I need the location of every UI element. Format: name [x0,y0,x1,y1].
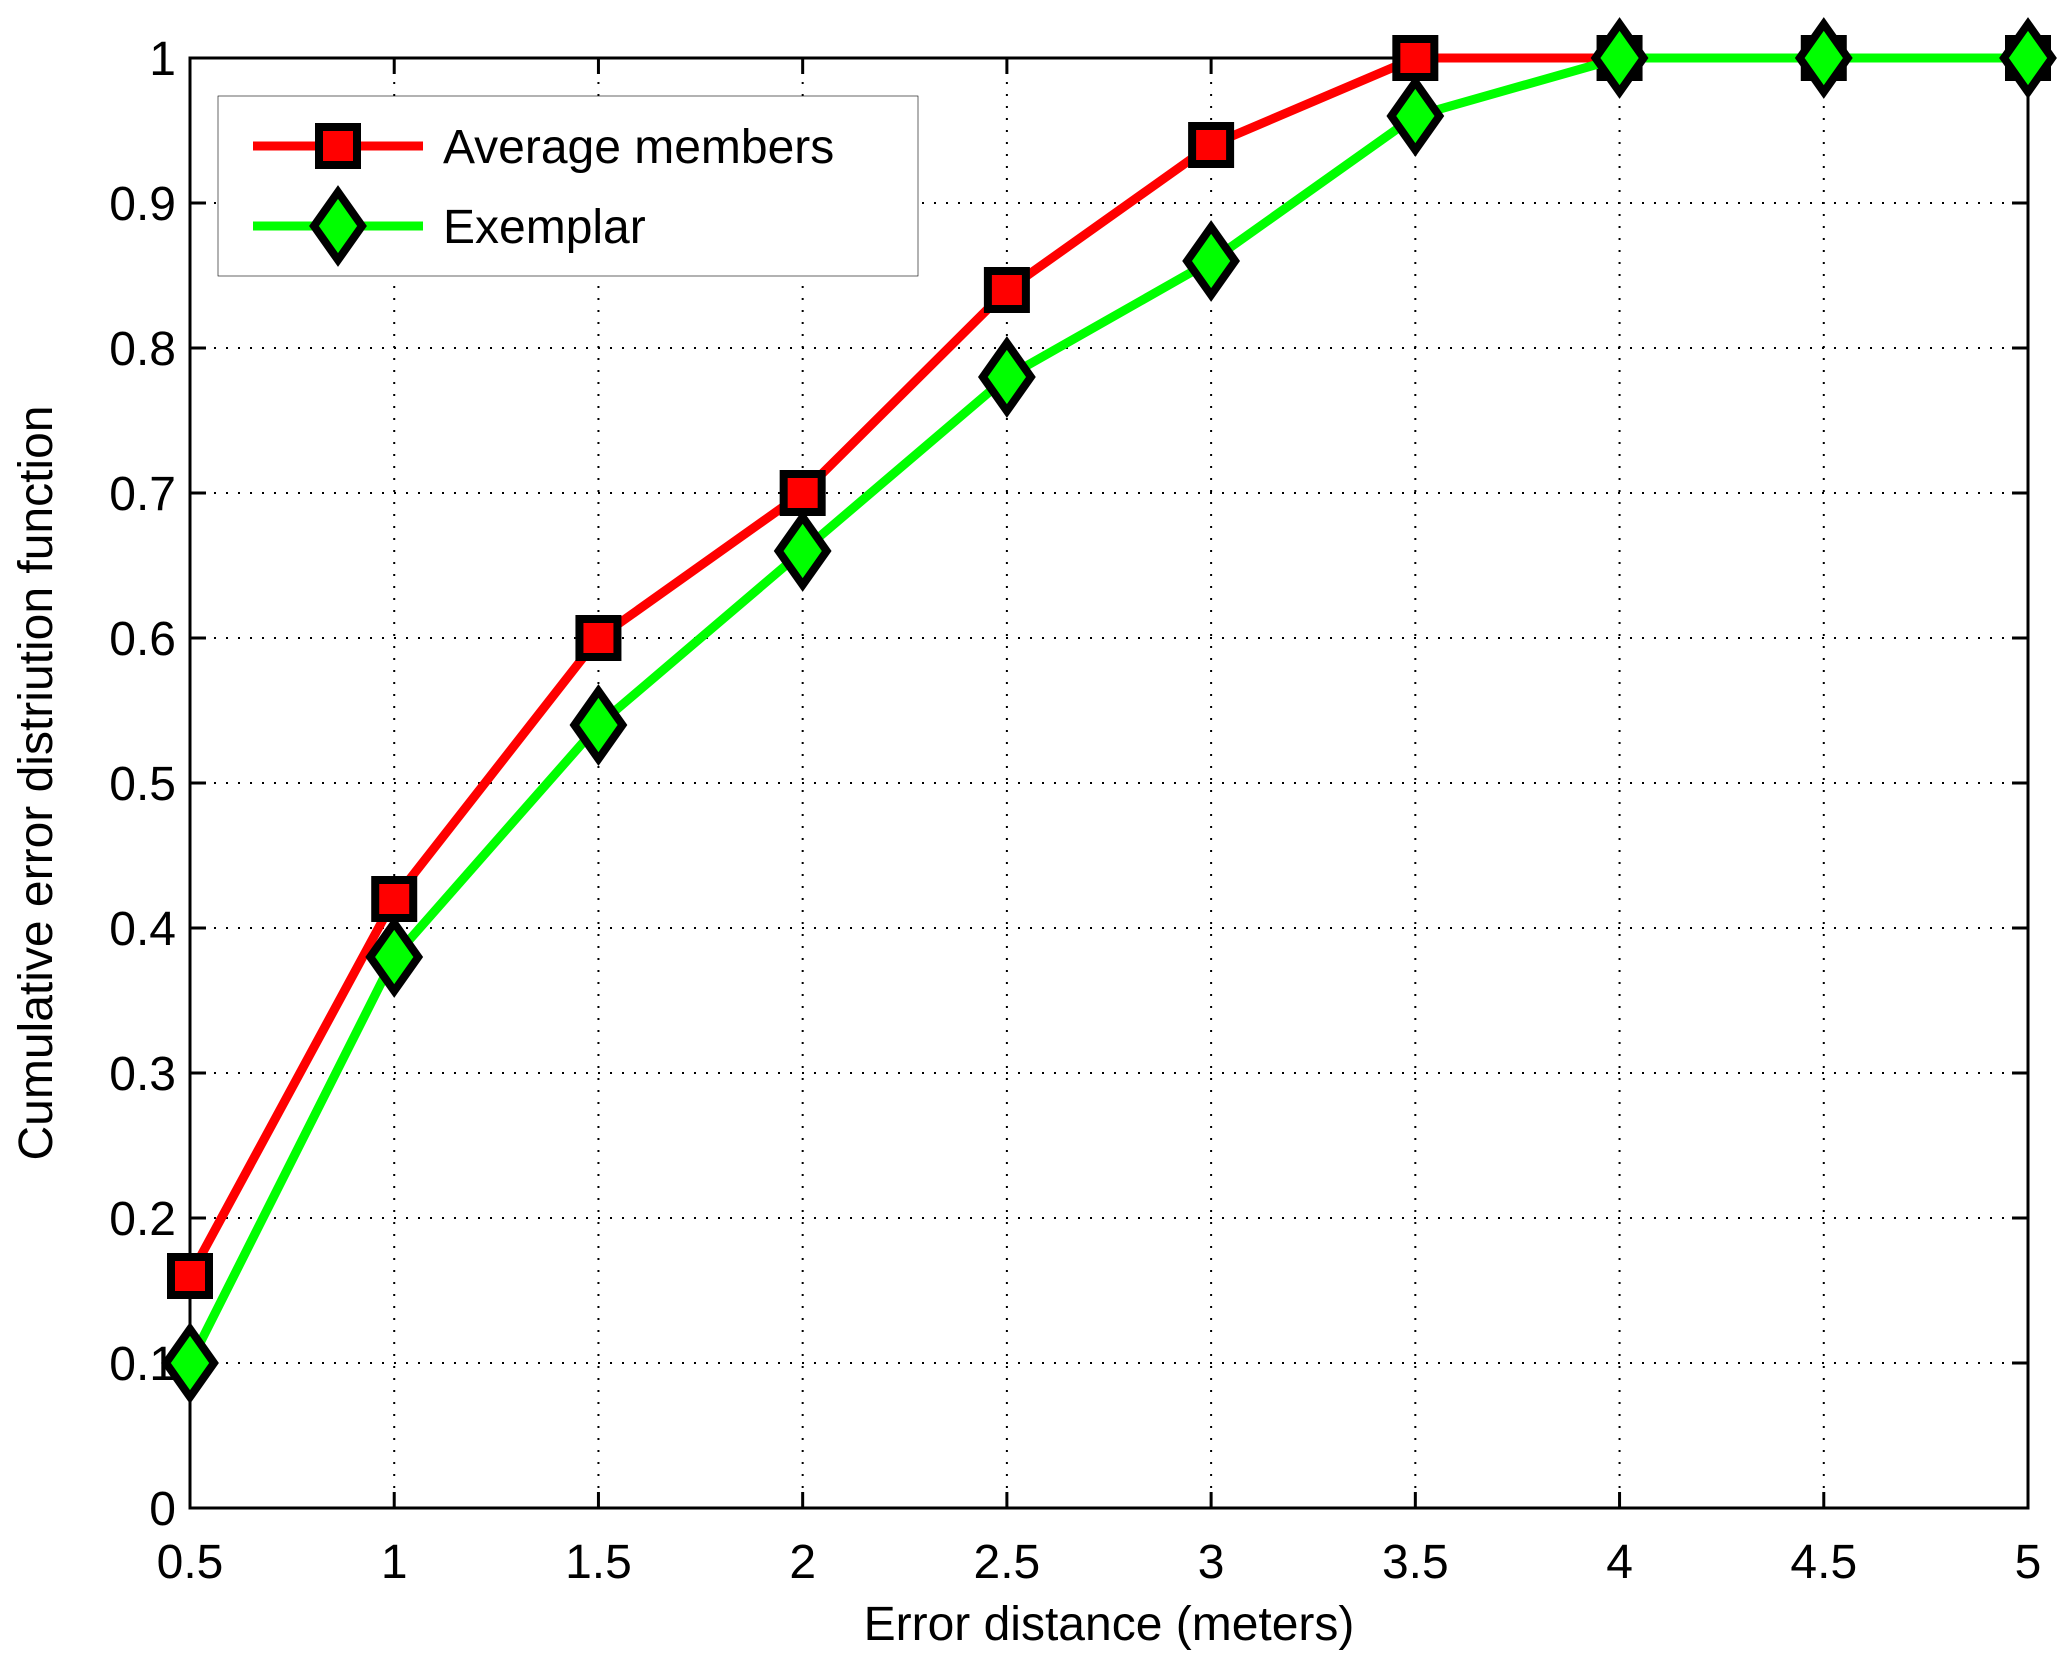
y-tick-label: 0.7 [109,468,176,521]
x-tick-label: 3 [1198,1536,1225,1589]
y-axis-label: Cumulative error distriution function [10,406,63,1161]
diamond-marker [1386,75,1445,157]
diamond-marker [309,185,367,267]
legend-item: Average members [253,121,834,174]
diamond-marker [773,510,832,592]
x-tick-label: 0.5 [157,1536,224,1589]
diamond-marker [1182,220,1241,302]
diamond-marker [1794,17,1853,99]
y-tick-label: 0.9 [109,178,176,231]
x-tick-label: 1.5 [565,1536,632,1589]
diamond-marker [161,1322,219,1404]
legend-label: Exemplar [443,201,646,254]
square-marker [315,123,361,169]
diamond-marker [365,916,424,998]
legend-item: Exemplar [253,185,646,267]
diamond-marker [1999,17,2057,99]
square-marker [1188,122,1235,168]
y-tick-label: 0.4 [109,903,176,956]
square-marker [779,470,826,516]
y-tick-label: 0 [149,1483,176,1536]
y-tick-label: 0.6 [109,613,176,666]
x-tick-label: 2 [789,1536,816,1589]
x-tick-label: 5 [2015,1536,2042,1589]
x-tick-label: 2.5 [974,1536,1041,1589]
diamond-marker [569,684,628,766]
legend: Average members Exemplar [217,95,919,277]
y-tick-label: 0.3 [109,1048,176,1101]
x-tick-label: 4 [1606,1536,1633,1589]
x-axis-label: Error distance (meters) [864,1598,1355,1651]
y-tick-label: 1 [149,33,176,86]
square-marker [575,615,622,661]
ticks: 0.5 1 1.5 2 2.5 3 3.5 4 4.5 500.10.20.30.40.50.60… [109,33,2041,1589]
series-line [185,53,2028,1366]
series-2 [161,17,2057,1404]
square-marker [371,876,418,922]
x-tick-label: 4.5 [1790,1536,1857,1589]
x-tick-label: 3.5 [1382,1536,1449,1589]
square-marker [167,1253,213,1299]
square-marker [983,267,1030,313]
y-tick-label: 0.2 [109,1193,176,1246]
square-marker [1392,35,1439,81]
y-tick-label: 0.5 [109,758,176,811]
diamond-marker [1590,17,1649,99]
y-tick-label: 0.8 [109,323,176,376]
x-tick-label: 1 [381,1536,408,1589]
diamond-marker [977,336,1036,418]
legend-label: Average members [443,121,834,174]
series [161,17,2057,1404]
